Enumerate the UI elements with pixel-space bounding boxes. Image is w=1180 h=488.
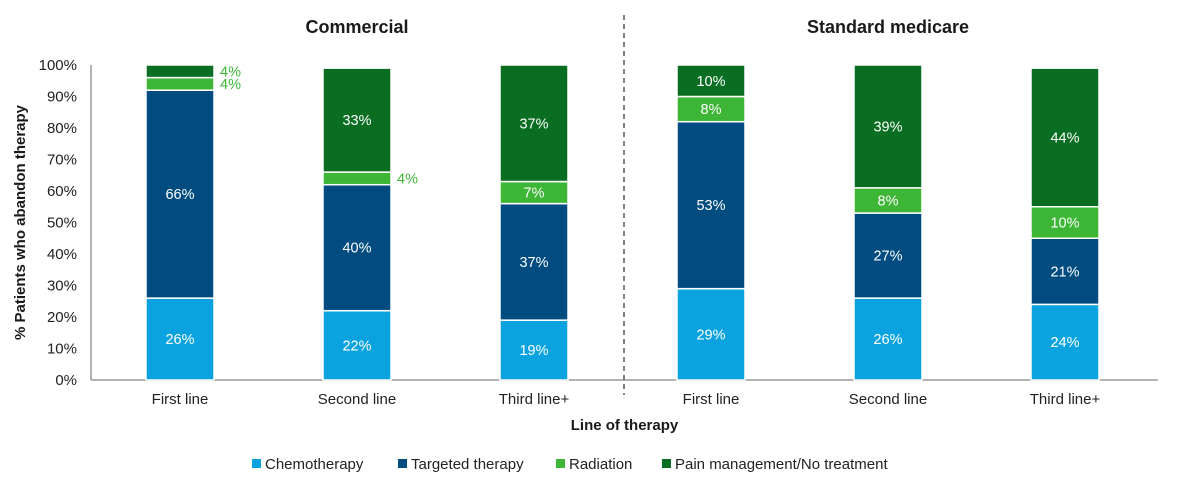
bar-segment [1030, 237, 1100, 306]
y-tick-label: 20% [47, 309, 77, 326]
data-label: 37% [519, 255, 548, 271]
legend-item-label: Chemotherapy [265, 456, 364, 473]
data-label: 44% [1050, 130, 1079, 146]
x-tick-label: Third line+ [1030, 391, 1101, 408]
legend-item-label: Targeted therapy [411, 456, 524, 473]
data-label: 8% [878, 193, 899, 209]
x-tick-label: Second line [849, 391, 927, 408]
legend-swatch [252, 459, 261, 468]
data-label: 24% [1050, 335, 1079, 351]
bar-segment [853, 64, 923, 189]
data-label: 4% [397, 171, 418, 187]
y-tick-label: 40% [47, 246, 77, 263]
data-label: 66% [165, 187, 194, 203]
bar-segment [676, 287, 746, 381]
bar-segment [853, 212, 923, 299]
data-label: 40% [342, 241, 371, 257]
y-tick-label: 10% [47, 341, 77, 358]
x-tick-label: Second line [318, 391, 396, 408]
bar-segment [145, 297, 215, 381]
data-label: 7% [524, 186, 545, 202]
bar-segment [322, 171, 392, 186]
data-label: 27% [873, 249, 902, 265]
y-tick-label: 90% [47, 89, 77, 106]
bar-segment [853, 297, 923, 381]
bar-segment [676, 64, 746, 98]
x-tick-label: First line [683, 391, 740, 408]
legend-swatch [398, 459, 407, 468]
data-label: 33% [342, 113, 371, 129]
bar-segment [145, 76, 215, 91]
group-title: Commercial [305, 17, 408, 37]
legend: Chemotherapy Targeted therapy Radiation Pai… [252, 456, 888, 473]
bar-segment [853, 187, 923, 214]
x-axis-title: Line of therapy [571, 417, 679, 434]
x-tick-label: Third line+ [499, 391, 570, 408]
x-tick-label: First line [152, 391, 209, 408]
legend-item-label: Radiation [569, 456, 632, 473]
data-label: 4% [220, 64, 241, 80]
data-label: 10% [1050, 216, 1079, 232]
bar-segment [499, 202, 569, 321]
y-tick-label: 60% [47, 183, 77, 200]
data-label: 8% [701, 102, 722, 118]
bar-segment [1030, 303, 1100, 381]
legend-swatch [662, 459, 671, 468]
data-label: 29% [696, 327, 725, 343]
data-label: 37% [519, 116, 548, 132]
bar-segment [499, 64, 569, 183]
bar-segment [1030, 206, 1100, 239]
y-tick-label: 50% [47, 215, 77, 232]
data-label: 53% [696, 198, 725, 214]
bar-segment [145, 64, 215, 79]
y-tick-label: 0% [55, 372, 77, 389]
data-label: 26% [165, 332, 194, 348]
bar-segment [322, 309, 392, 381]
data-label: 4% [220, 77, 241, 93]
data-label: 19% [519, 343, 548, 359]
y-axis-title: % Patients who abandon therapy [12, 104, 29, 340]
y-tick-label: 80% [47, 120, 77, 137]
group-title: Standard medicare [807, 17, 969, 37]
legend-swatch [556, 459, 565, 468]
data-label: 21% [1050, 264, 1079, 280]
plot-area: 0% 10% 20% 30% 40% 50% 60% 70% 80% 90% 100% % Patie… [12, 15, 1158, 434]
bar-segment [676, 95, 746, 123]
data-label: 10% [696, 74, 725, 90]
y-tick-label: 100% [39, 57, 77, 74]
legend-item-label: Pain management/No treatment [675, 456, 888, 473]
bar-segment [1030, 67, 1100, 208]
data-label: 26% [873, 332, 902, 348]
bar-segment [322, 67, 392, 173]
y-tick-label: 30% [47, 278, 77, 295]
data-label: 22% [342, 338, 371, 354]
y-tick-label: 70% [47, 152, 77, 169]
data-label: 39% [873, 119, 902, 135]
